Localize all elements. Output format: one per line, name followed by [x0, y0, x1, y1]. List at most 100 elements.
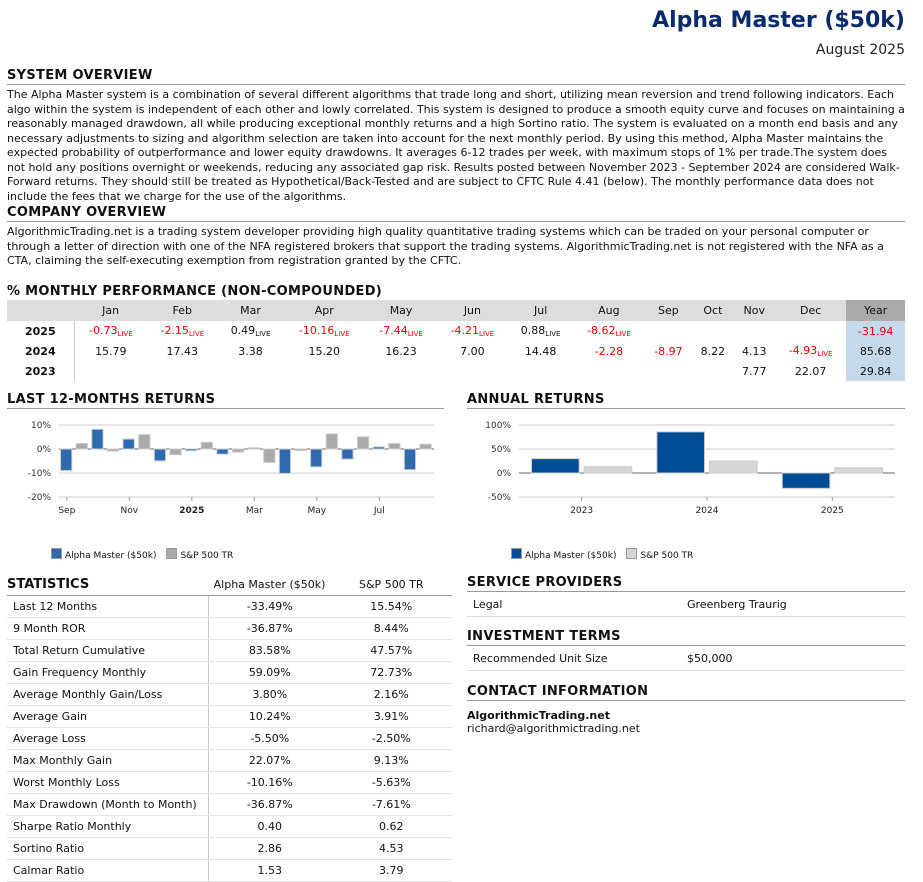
month-value: 3.38 [238, 344, 263, 358]
stat-sp: 47.57% [330, 639, 452, 662]
stat-sp: 3.91% [330, 705, 452, 728]
month-value [365, 361, 436, 381]
stat-row: Max Monthly Gain 22.07% 9.13% [7, 749, 452, 772]
month-value [692, 361, 733, 381]
month-value [437, 361, 508, 381]
month-value [283, 361, 365, 381]
x-tick-label: 2025 [179, 506, 204, 516]
bar-alpha [403, 448, 417, 471]
legend-swatch [511, 548, 522, 559]
stat-alpha: 22.07% [208, 749, 331, 772]
bar-sp500 [709, 460, 758, 474]
month-value: -8.62LIVE [587, 324, 631, 338]
y-tick-label: -10% [28, 469, 52, 479]
chart-legend: Alpha Master ($50k) S&P 500 TR [511, 548, 905, 561]
month-value: 7.00 [460, 344, 485, 358]
stat-alpha: 2.86 [208, 837, 331, 860]
stat-label: Worst Monthly Loss [7, 771, 210, 794]
bar-alpha [247, 447, 260, 450]
month-value: 14.48 [524, 344, 557, 358]
stat-label: Average Gain [7, 705, 210, 728]
stat-sp: 4.53 [330, 837, 452, 860]
legend-item: Alpha Master ($50k) [511, 548, 616, 561]
legend-swatch [166, 548, 178, 559]
month-value: 8.22 [700, 344, 726, 358]
kv-value: Greenberg Traurig [686, 592, 905, 617]
month-value: 17.43 [166, 344, 199, 358]
live-tag: LIVE [255, 330, 271, 338]
kv-label: Recommended Unit Size [467, 646, 686, 671]
bar-alpha [122, 438, 135, 450]
live-tag: LIVE [615, 330, 631, 338]
stat-label: Average Monthly Gain/Loss [7, 683, 210, 706]
month-value [692, 321, 733, 341]
stat-row: Max Drawdown (Month to Month) -36.87% -7.6… [7, 793, 452, 816]
table-row: 2024 15.79 17.43 3.38 15.20 16.23 7.00 14.48 -2.… [7, 341, 905, 361]
month-value [734, 321, 775, 341]
stat-row: Average Loss -5.50% -2.50% [7, 727, 452, 750]
section-heading: % MONTHLY PERFORMANCE (NON-COMPOUNDED) [7, 284, 383, 299]
bar-alpha [531, 458, 580, 474]
y-tick-label: -50% [488, 493, 512, 503]
x-tick-label: Sep [58, 506, 75, 516]
month-value: 7.77 [742, 364, 767, 378]
bar-alpha [153, 448, 167, 462]
month-value: -4.21LIVE [450, 324, 495, 338]
live-tag: LIVE [817, 350, 833, 358]
month-value: -0.73LIVE [88, 324, 133, 338]
stat-sp: 0.62 [330, 815, 452, 838]
stat-alpha: -36.87% [208, 617, 331, 640]
stat-label: Total Return Cumulative [7, 639, 210, 662]
month-value: -8.97 [654, 344, 683, 358]
month-value [75, 361, 147, 381]
row-year: 2025 [7, 321, 75, 341]
x-tick-label: 2023 [570, 506, 593, 516]
stat-label: Sharpe Ratio Monthly [7, 815, 210, 838]
section-heading: SERVICE PROVIDERS [467, 575, 905, 592]
col-header: Jan [74, 300, 147, 321]
stat-alpha: -10.16% [208, 771, 331, 794]
month-value: 0.88LIVE [520, 324, 561, 338]
bar-sp500 [138, 434, 151, 450]
live-tag: LIVE [545, 330, 561, 338]
monthly-performance: % MONTHLY PERFORMANCE (NON-COMPOUNDED) J… [7, 284, 905, 381]
col-header: Alpha Master ($50k) [208, 574, 331, 596]
month-value [508, 361, 573, 381]
report-title: Alpha Master ($50k) [652, 8, 905, 33]
stat-row: Total Return Cumulative 83.58% 47.57% [7, 639, 452, 662]
year-total: -31.94 [846, 321, 905, 341]
bar-alpha [185, 448, 198, 452]
bar-alpha [310, 448, 323, 468]
stat-row: Gain Frequency Monthly 59.09% 72.73% [7, 661, 452, 684]
stat-alpha: 0.40 [208, 815, 331, 838]
month-value: 0.49LIVE [230, 324, 271, 338]
chart-title: ANNUAL RETURNS [467, 392, 905, 409]
month-value: 4.13 [742, 344, 767, 358]
month-value: 15.79 [95, 344, 127, 358]
stat-sp: 72.73% [330, 661, 452, 684]
bar-alpha [341, 448, 354, 460]
bar-sp500 [583, 466, 633, 474]
system-overview: SYSTEM OVERVIEW The Alpha Master system … [7, 68, 905, 204]
col-header: May [365, 300, 437, 321]
x-tick-label: Jul [373, 506, 385, 516]
monthly-performance-table: Jan Feb Mar Apr May Jun Jul Aug Sep Oct Nov Dec Year… [7, 300, 905, 381]
bar-sp500 [419, 443, 432, 450]
col-header: Year [846, 300, 905, 321]
statistics-table: STATISTICS Alpha Master ($50k) S&P 500 T… [7, 574, 452, 882]
chart-svg: 100% 50% 0% -50% 2023 2024 2025 [485, 421, 895, 516]
table-row: 2025 -0.73LIVE -2.15LIVE 0.49LIVE -10.16LIVE… [7, 321, 905, 341]
x-tick-label: 2025 [821, 506, 844, 516]
y-tick-label: 50% [491, 445, 511, 455]
col-header: Dec [774, 300, 847, 321]
stat-sp: 9.13% [330, 749, 452, 772]
contact-email[interactable]: richard@algorithmictrading.net [467, 722, 640, 735]
x-tick-label: May [308, 506, 327, 516]
month-value [775, 321, 846, 341]
y-tick-label: 100% [485, 421, 511, 431]
bar-sp500 [169, 448, 182, 456]
bar-sp500 [356, 436, 370, 450]
stat-alpha: -5.50% [208, 727, 331, 750]
bar-sp500 [75, 442, 88, 450]
report-date: August 2025 [815, 42, 905, 58]
